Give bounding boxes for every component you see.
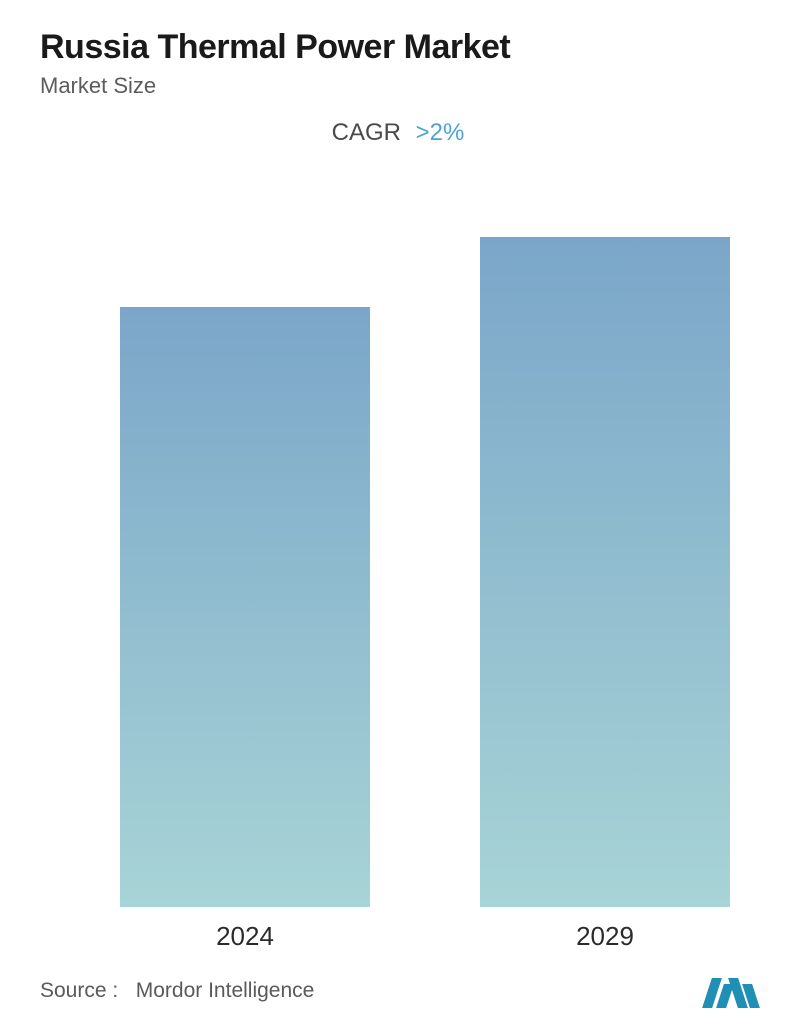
page-subtitle: Market Size — [40, 73, 756, 99]
cagr-label: CAGR — [332, 119, 401, 146]
bar-2024 — [120, 307, 370, 907]
infographic-container: Russia Thermal Power Market Market Size … — [0, 0, 796, 1034]
source-text: Source : Mordor Intelligence — [40, 979, 314, 1003]
source-label: Source : — [40, 979, 118, 1002]
page-title: Russia Thermal Power Market — [40, 28, 756, 67]
header-block: Russia Thermal Power Market Market Size — [40, 28, 756, 99]
chart-area — [40, 157, 756, 907]
mordor-logo-icon — [707, 974, 756, 1008]
x-label-0: 2024 — [120, 921, 370, 952]
cagr-row: CAGR >2% — [40, 119, 756, 147]
x-label-1: 2029 — [480, 921, 730, 952]
footer-row: Source : Mordor Intelligence — [40, 952, 756, 1034]
x-axis-labels: 2024 2029 — [40, 907, 756, 952]
cagr-value: >2% — [416, 119, 465, 146]
chart-plot — [40, 167, 756, 907]
source-value: Mordor Intelligence — [136, 979, 315, 1002]
bar-2029 — [480, 237, 730, 907]
